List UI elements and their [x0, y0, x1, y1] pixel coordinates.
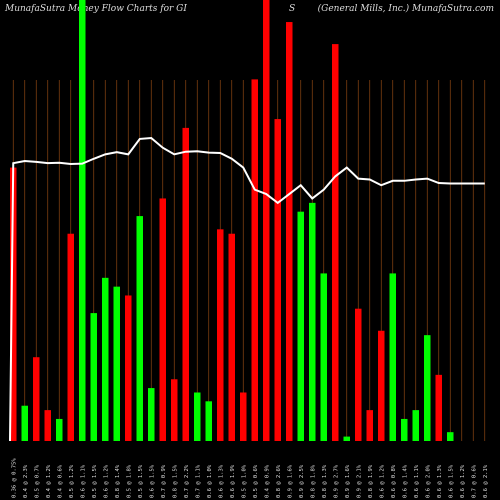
x-tick-label: 0.4 @ 0.6%: [57, 464, 63, 498]
x-tick-label: 0.8 @ 1.9%: [368, 464, 374, 498]
x-tick-label: 0.5 @ 0.7%: [34, 464, 40, 498]
money-flow-bar: [435, 374, 442, 441]
x-tick-label: 0.6 @ 2.1%: [483, 464, 489, 498]
money-flow-bar: [240, 392, 247, 441]
x-tick-label: 0.6 @ 2.0%: [425, 464, 431, 498]
money-flow-bar: [424, 335, 431, 441]
x-tick-label: 0.36 @ 0.75%: [11, 458, 17, 498]
x-tick-label: 0.7 @ 0.6%: [471, 464, 477, 498]
x-tick-label: 0.9 @ 2.5%: [299, 464, 305, 498]
x-tick-label: 0.6 @ 1.4%: [402, 464, 408, 498]
x-tick-label: 0.5 @ 0.6%: [253, 464, 259, 498]
x-tick-label: 0.9 @ 2.7%: [333, 464, 339, 498]
money-flow-bar: [33, 357, 40, 441]
money-flow-bar: [21, 405, 28, 441]
money-flow-bar: [389, 273, 396, 441]
money-flow-bar: [125, 295, 132, 441]
money-flow-bar: [171, 379, 178, 441]
x-tick-label: 0.7 @ 0.9%: [161, 464, 167, 498]
x-tick-label: 0.6 @ 1.5%: [149, 464, 155, 498]
money-flow-bar: [113, 286, 120, 441]
money-flow-bar: [297, 211, 304, 441]
money-flow-bar: [10, 167, 17, 441]
x-tick-label: 0.7 @ 1.1%: [195, 464, 201, 498]
money-flow-bar: [263, 0, 270, 441]
x-tick-label: 0.9 @ 1.6%: [287, 464, 293, 498]
x-tick-label: 0.6 @ 1.9%: [230, 464, 236, 498]
money-flow-bar: [194, 392, 201, 441]
x-tick-label: 0.8 @ 1.4%: [115, 464, 121, 498]
x-tick-label: 0.6 @ 1.2%: [460, 464, 466, 498]
money-flow-bar: [90, 313, 97, 441]
money-flow-bar: [182, 127, 189, 441]
money-flow-bar: [343, 436, 350, 441]
money-flow-bar: [412, 410, 419, 441]
x-tick-label: 0.8 @ 2.6%: [276, 464, 282, 498]
x-tick-label: 0.6 @ 1.3%: [218, 464, 224, 498]
company-name: (General Mills, Inc.) MunafaSutra.com: [317, 4, 494, 14]
x-tick-label: 0.5 @ 1.2%: [69, 464, 75, 498]
money-flow-bar: [274, 119, 281, 441]
money-flow-bar: [401, 418, 408, 441]
x-tick-label: 0.6 @ 1.2%: [103, 464, 109, 498]
x-tick-label: 0.6 @ 0.8%: [391, 464, 397, 498]
x-tick-label: 0.7 @ 2.2%: [184, 464, 190, 498]
money-flow-bar: [159, 198, 166, 441]
money-flow-bar: [136, 216, 143, 441]
money-flow-bar: [378, 330, 385, 441]
money-flow-bar: [366, 410, 373, 441]
x-tick-label: 0.6 @ 1.0%: [207, 464, 213, 498]
money-flow-bar: [205, 401, 212, 441]
x-tick-label: 0.9 @ 2.1%: [356, 464, 362, 498]
chart-title-suffix: S: [289, 4, 296, 14]
money-flow-bar: [67, 233, 74, 441]
x-tick-label: 0.6 @ 1.3%: [437, 464, 443, 498]
x-tick-label: 0.4 @ 0.9%: [264, 464, 270, 498]
x-tick-label: 0.6 @ 1.1%: [414, 464, 420, 498]
money-flow-bar: [309, 202, 316, 441]
money-flow-bar: [286, 22, 293, 442]
x-tick-label: 0.9 @ 1.6%: [345, 464, 351, 498]
x-tick-label: 0.8 @ 1.8%: [310, 464, 316, 498]
x-tick-label: 0.4 @ 2.3%: [23, 464, 29, 498]
money-flow-bar: [217, 229, 224, 441]
money-flow-bar: [79, 0, 86, 441]
x-tick-label: 0.6 @ 1.1%: [80, 464, 86, 498]
x-tick-label: 0.6 @ 1.2%: [379, 464, 385, 498]
money-flow-bar: [332, 44, 339, 441]
money-flow-bar: [148, 388, 155, 441]
x-tick-label: 0.5 @ 1.5%: [92, 464, 98, 498]
x-tick-label: 0.5 @ 1.8%: [126, 464, 132, 498]
money-flow-bar: [102, 277, 109, 441]
x-tick-label: 0.8 @ 1.3%: [322, 464, 328, 498]
price-trend-line: [9, 137, 485, 442]
x-tick-label: 0.6 @ 1.5%: [448, 464, 454, 498]
money-flow-bar: [56, 418, 63, 441]
x-tick-label: 0.8 @ 1.5%: [172, 464, 178, 498]
money-flow-bar: [320, 273, 327, 441]
money-flow-bar: [44, 410, 51, 441]
money-flow-bar: [228, 233, 235, 441]
x-tick-label: 0.5 @ 1.0%: [241, 464, 247, 498]
x-tick-label: 0.4 @ 1.2%: [46, 464, 52, 498]
x-tick-label: 0.5 @ 1.5%: [138, 464, 144, 498]
money-flow-bar: [447, 432, 454, 441]
money-flow-bar: [251, 79, 258, 441]
chart-title: MunafaSutra Money Flow Charts for GI: [5, 4, 187, 14]
money-flow-bar: [355, 308, 362, 441]
